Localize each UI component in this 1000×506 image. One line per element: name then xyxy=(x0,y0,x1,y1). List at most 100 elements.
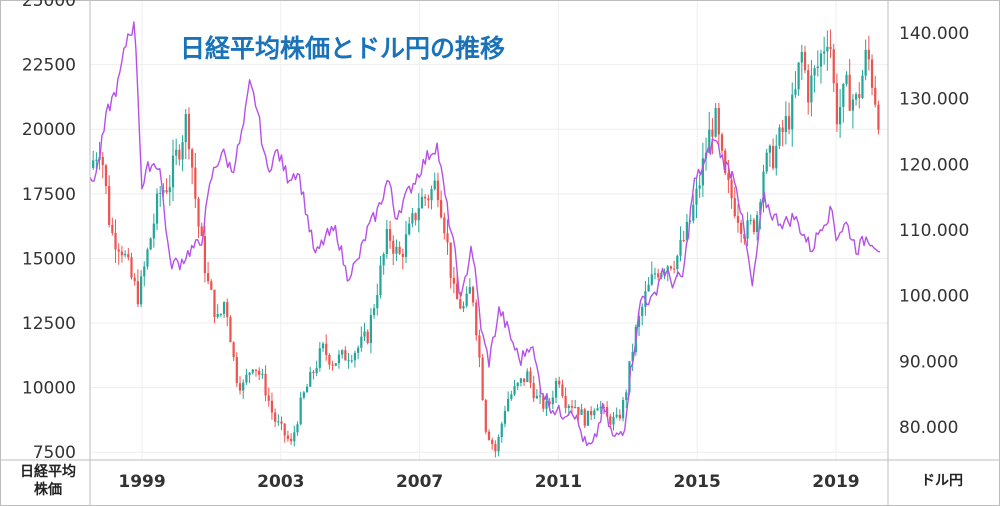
candle-body xyxy=(765,152,768,172)
candle-body xyxy=(440,200,443,218)
candle-body xyxy=(414,213,417,221)
candle-body xyxy=(229,317,232,343)
candle-body xyxy=(813,68,816,76)
candle-body xyxy=(360,336,363,348)
candle-body xyxy=(133,277,136,282)
candle-body xyxy=(165,190,168,193)
candle-body xyxy=(749,219,752,221)
candle-body xyxy=(484,400,487,432)
candle-body xyxy=(101,156,104,166)
candle-body xyxy=(609,416,612,425)
candle-body xyxy=(819,53,823,67)
candle-body xyxy=(238,383,242,391)
candle-body xyxy=(191,149,194,168)
candle-body xyxy=(775,145,778,169)
candle-body xyxy=(784,116,787,133)
candle-body xyxy=(503,410,507,424)
candle-body xyxy=(350,360,353,362)
candle-body xyxy=(388,228,392,241)
candle-body xyxy=(337,354,341,364)
candle-body xyxy=(663,272,666,274)
candle-body xyxy=(487,431,491,440)
candle-body xyxy=(395,246,398,254)
candle-body xyxy=(376,295,379,309)
candle-body xyxy=(213,289,216,318)
left-tick-label: 12500 xyxy=(22,314,76,334)
candle-body xyxy=(854,94,858,100)
candle-body xyxy=(478,335,481,358)
candle-body xyxy=(657,273,660,278)
candle-body xyxy=(666,266,669,273)
candle-body xyxy=(621,399,625,419)
candle-body xyxy=(625,392,628,400)
candle-body xyxy=(561,384,564,397)
candle-body xyxy=(797,62,800,90)
candle-body xyxy=(740,222,743,234)
right-tick-label: 80.000 xyxy=(899,418,958,438)
candle-body xyxy=(526,371,529,382)
candle-body xyxy=(277,421,280,423)
candle-body xyxy=(452,277,456,284)
candle-body xyxy=(864,49,867,76)
candle-body xyxy=(730,180,733,199)
candle-body xyxy=(567,405,570,409)
candle-body xyxy=(513,386,516,395)
candle-body xyxy=(500,423,503,438)
candle-body xyxy=(318,348,321,368)
candle-body xyxy=(114,232,117,250)
candle-body xyxy=(123,254,127,256)
candle-body xyxy=(283,423,286,436)
candle-body xyxy=(296,424,299,433)
candle-body xyxy=(302,392,305,398)
candle-body xyxy=(596,408,599,411)
candle-body xyxy=(698,185,701,189)
candle-body xyxy=(382,254,385,266)
candle-body xyxy=(676,255,679,269)
candle-body xyxy=(245,374,248,383)
candle-body xyxy=(222,302,226,314)
candle-body xyxy=(149,238,152,250)
right-tick-label: 120.000 xyxy=(899,155,969,175)
candle-body xyxy=(267,395,270,401)
candle-body xyxy=(184,113,187,143)
candle-body xyxy=(708,129,711,153)
candle-body xyxy=(162,190,165,193)
candle-body xyxy=(120,251,124,256)
candle-body xyxy=(270,400,274,413)
candle-body xyxy=(839,106,842,125)
candle-body xyxy=(771,145,775,169)
candle-body xyxy=(194,167,197,199)
candle-body xyxy=(305,386,309,393)
candle-body xyxy=(759,202,762,216)
candle-body xyxy=(465,293,468,306)
candle-body xyxy=(816,66,819,69)
candle-body xyxy=(411,213,414,224)
candle-body xyxy=(529,371,532,384)
candle-body xyxy=(558,380,561,385)
candle-body xyxy=(369,315,373,343)
candle-body xyxy=(219,313,222,315)
candle-body xyxy=(522,378,526,382)
candle-body xyxy=(491,439,494,445)
candle-body xyxy=(752,219,756,232)
candle-body xyxy=(471,287,475,303)
candle-body xyxy=(577,406,580,415)
candle-body xyxy=(111,224,114,233)
nikkei-candles xyxy=(92,29,880,458)
candle-body xyxy=(768,145,772,153)
candle-body xyxy=(736,216,740,223)
candle-body xyxy=(807,70,810,103)
candle-body xyxy=(548,401,551,405)
candle-body xyxy=(139,276,143,305)
candle-body xyxy=(468,287,471,294)
candle-body xyxy=(226,302,229,318)
candle-body xyxy=(507,398,510,411)
candle-body xyxy=(178,149,181,160)
candle-body xyxy=(570,405,574,408)
candle-body xyxy=(615,414,618,417)
candle-body xyxy=(200,226,203,236)
candle-body xyxy=(331,364,334,366)
candle-body xyxy=(870,59,874,88)
candle-body xyxy=(95,159,98,161)
